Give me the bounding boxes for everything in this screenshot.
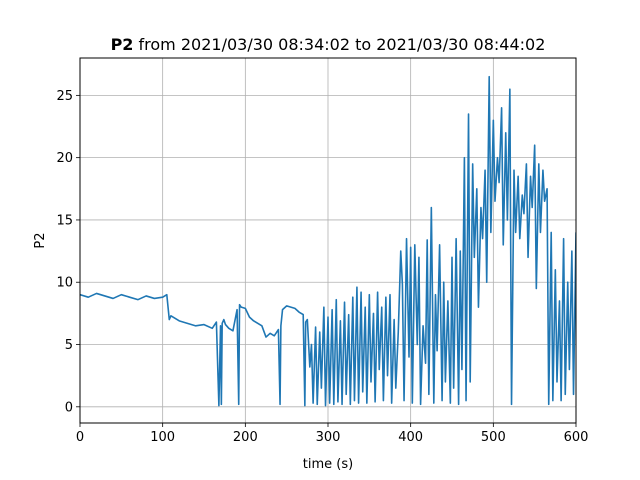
y-tick-label: 10 [56, 276, 73, 291]
data-layer [80, 75, 576, 407]
x-tick-label: 200 [233, 430, 258, 445]
y-tick-label: 15 [56, 213, 73, 228]
x-axis: 0 100 200 300 400 500 600 [76, 423, 589, 445]
y-tick-label: 20 [56, 151, 73, 166]
chart-title-rest: from 2021/03/30 08:34:02 to 2021/03/30 0… [133, 35, 545, 54]
series-line-p2 [80, 75, 576, 407]
x-tick-label: 400 [398, 430, 423, 445]
y-axis: 0 5 10 15 20 25 [56, 89, 80, 415]
x-tick-label: 0 [76, 430, 84, 445]
y-tick-label: 0 [65, 400, 73, 415]
chart-title: P2 from 2021/03/30 08:34:02 to 2021/03/3… [111, 35, 546, 54]
y-axis-label: P2 [33, 232, 48, 248]
x-tick-label: 100 [150, 430, 175, 445]
chart-title-bold: P2 [111, 35, 134, 54]
y-tick-label: 25 [56, 89, 73, 104]
x-axis-label: time (s) [303, 457, 353, 472]
x-tick-label: 300 [316, 430, 341, 445]
x-tick-label: 600 [564, 430, 589, 445]
x-tick-label: 500 [481, 430, 506, 445]
y-tick-label: 5 [65, 338, 73, 353]
